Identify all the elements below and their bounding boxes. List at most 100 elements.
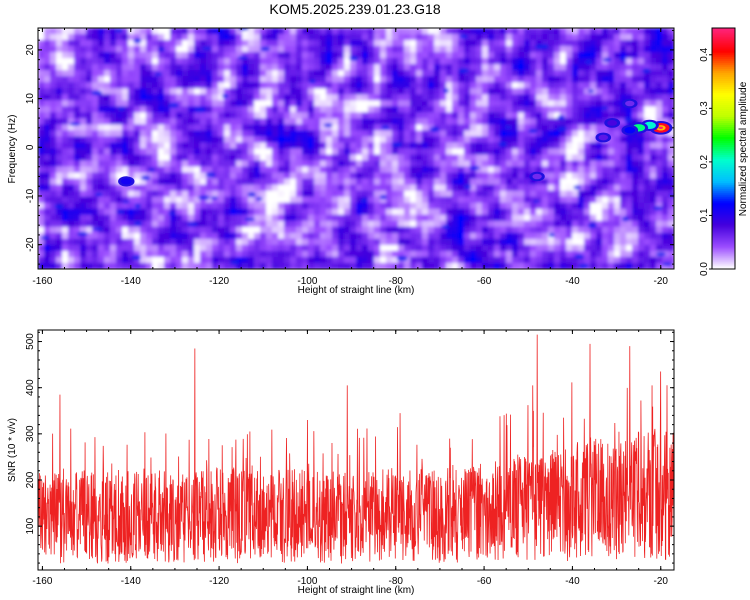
heatmap-cell — [98, 208, 105, 216]
heatmap-cell — [428, 250, 435, 258]
colorbar-step — [712, 60, 735, 63]
heatmap-cell — [104, 166, 111, 174]
heatmap-cell — [236, 94, 243, 101]
heatmap-cell — [596, 70, 603, 77]
heatmap-cell — [278, 214, 285, 222]
heatmap-cell — [572, 196, 579, 204]
heatmap-cell — [518, 208, 525, 216]
heatmap-cell — [110, 250, 117, 258]
heatmap-cell — [212, 202, 219, 210]
heatmap-cell — [488, 28, 495, 35]
heatmap-cell — [290, 190, 297, 198]
snr-y-axis-label: SNR (10 * v/v) — [7, 418, 18, 482]
heatmap-cell — [578, 106, 585, 113]
heatmap-cell — [374, 244, 381, 252]
heatmap-cell — [284, 262, 291, 269]
heatmap-cell — [554, 166, 561, 174]
heatmap-cell — [344, 172, 351, 180]
heatmap-cell — [488, 130, 495, 138]
heatmap-cell — [344, 82, 351, 89]
heatmap-cell — [122, 208, 129, 216]
heatmap-cell — [164, 238, 171, 246]
heatmap-cell — [470, 40, 477, 47]
heatmap-cell — [458, 202, 465, 210]
heatmap-cell — [242, 208, 249, 216]
heatmap-cell — [458, 100, 465, 107]
heatmap-cell — [410, 184, 417, 192]
heatmap-cell — [224, 52, 231, 59]
heatmap-cell — [566, 172, 573, 180]
heatmap-cell — [248, 94, 255, 101]
heatmap-cell — [356, 34, 363, 41]
heatmap-cell — [386, 166, 393, 174]
heatmap-blob — [158, 47, 165, 52]
heatmap-cell — [464, 82, 471, 89]
heatmap-cell — [254, 64, 261, 71]
heatmap-cell — [614, 82, 621, 89]
heatmap-cell — [644, 34, 651, 41]
colorbar: 0.00.10.20.30.4 Normalized spectral ampl… — [699, 27, 749, 276]
heatmap-cell — [620, 190, 627, 198]
heatmap-cell — [584, 28, 591, 35]
heatmap-cell — [50, 250, 57, 258]
heatmap-cell — [62, 70, 69, 77]
heatmap-cell — [488, 106, 495, 113]
heatmap-cell — [272, 58, 279, 65]
heatmap-cell — [458, 106, 465, 113]
heatmap-cell — [602, 202, 609, 210]
heatmap-cell — [68, 130, 75, 138]
heatmap-cell — [464, 100, 471, 107]
heatmap-cell — [416, 202, 423, 210]
heatmap-cell — [638, 256, 645, 264]
heatmap-cell — [212, 220, 219, 228]
heatmap-cell — [308, 34, 315, 41]
heatmap-cell — [362, 154, 369, 162]
heatmap-cell — [68, 82, 75, 89]
colorbar-step — [712, 204, 735, 208]
heatmap-cell — [374, 82, 381, 89]
heatmap-cell — [368, 130, 375, 138]
heatmap-cell — [518, 244, 525, 252]
heatmap-cell — [86, 190, 93, 198]
heatmap-cell — [116, 202, 123, 210]
heatmap-cell — [56, 196, 63, 204]
colorbar-step — [712, 250, 735, 254]
heatmap-cell — [56, 172, 63, 180]
heatmap-cell — [98, 58, 105, 65]
heatmap-cell — [560, 76, 567, 83]
heatmap-cell — [398, 160, 405, 168]
heatmap-cell — [350, 28, 357, 35]
heatmap-cell — [614, 160, 621, 168]
heatmap-cell — [272, 136, 279, 144]
heatmap-cell — [524, 238, 531, 246]
heatmap-blob — [76, 231, 89, 237]
heatmap-cell — [344, 244, 351, 252]
heatmap-cell — [44, 196, 51, 204]
heatmap-cell — [134, 208, 141, 216]
heatmap-cell — [116, 160, 123, 168]
heatmap-cell — [596, 202, 603, 210]
heatmap-cell — [434, 202, 441, 210]
heatmap-cell — [152, 196, 159, 204]
heatmap-cell — [542, 112, 549, 119]
heatmap-cell — [464, 262, 471, 269]
heatmap-cell — [44, 250, 51, 258]
heatmap-cell — [110, 172, 117, 180]
heatmap-cell — [50, 172, 57, 180]
heatmap-cell — [644, 208, 651, 216]
heatmap-cell — [86, 196, 93, 204]
heatmap-cell — [644, 154, 651, 162]
heatmap-cell — [650, 160, 657, 168]
heatmap-cell — [248, 226, 255, 234]
heatmap-cell — [164, 226, 171, 234]
heatmap-cell — [368, 154, 375, 162]
heatmap-cell — [98, 52, 105, 59]
heatmap-cell — [134, 214, 141, 222]
heatmap-cell — [584, 100, 591, 107]
heatmap-cell — [314, 100, 321, 107]
heatmap-cell — [416, 100, 423, 107]
heatmap-cell — [356, 202, 363, 210]
colorbar-step — [712, 104, 735, 107]
heatmap-cell — [602, 262, 609, 269]
heatmap-cell — [578, 178, 585, 186]
